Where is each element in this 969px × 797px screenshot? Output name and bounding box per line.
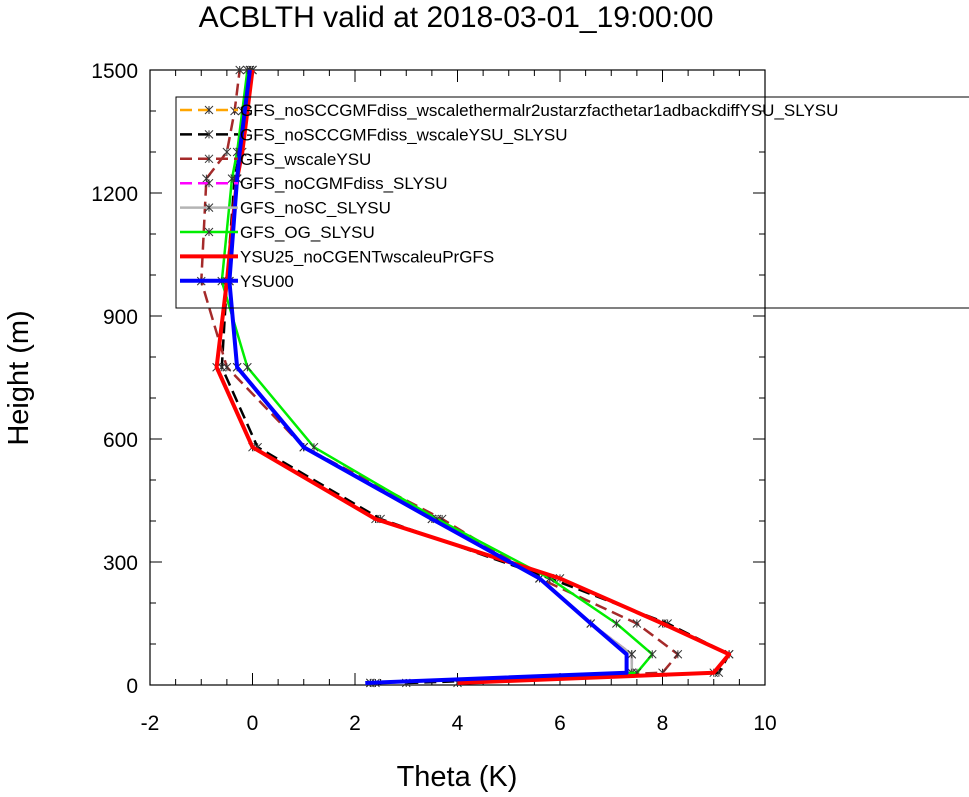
y-tick-label: 900 [103, 306, 138, 329]
series-marker [243, 362, 252, 372]
y-tick-label: 1500 [91, 60, 138, 83]
legend-label: GFS_noSCCGMFdiss_wscalethermalr2ustarzfa… [240, 101, 838, 120]
series-line-6 [214, 69, 732, 685]
series-marker [204, 130, 214, 139]
x-tick-label: 0 [247, 712, 259, 735]
series-marker [222, 147, 232, 157]
series-marker [647, 649, 657, 659]
series-marker [204, 105, 214, 115]
series-marker [222, 362, 232, 372]
series-marker [204, 154, 214, 164]
series-marker [673, 649, 683, 659]
x-tick-label: -2 [141, 712, 160, 735]
chart-title: ACBLTH valid at 2018-03-01_19:00:00 [199, 1, 714, 34]
y-tick-label: 600 [103, 429, 138, 452]
series-marker [612, 619, 621, 628]
legend-label: YSU00 [240, 272, 294, 291]
x-tick-label: 4 [452, 712, 464, 735]
series-marker [204, 178, 214, 188]
legend-label: GFS_noCGMFdiss_SLYSU [240, 174, 448, 193]
legend: GFS_noSCCGMFdiss_wscalethermalr2ustarzfa… [175, 96, 969, 309]
series-line-7 [227, 69, 629, 685]
x-tick-label: 2 [349, 712, 361, 735]
series-marker [235, 65, 245, 75]
y-tick-label: 0 [126, 675, 138, 698]
x-tick-label: 8 [657, 712, 669, 735]
series-marker [204, 203, 214, 212]
x-tick-label: 6 [554, 712, 566, 735]
legend-label: GFS_noSCCGMFdiss_wscaleYSU_SLYSU [240, 125, 568, 144]
y-axis-title: Height (m) [3, 310, 35, 445]
legend-label: GFS_OG_SLYSU [240, 223, 375, 242]
y-tick-label: 1200 [91, 183, 138, 206]
x-tick-label: 10 [753, 712, 776, 735]
series-marker [204, 227, 214, 237]
legend-box [175, 96, 969, 309]
series-marker [227, 174, 237, 184]
legend-label: YSU25_noCGENTwscaleuPrGFS [240, 247, 494, 266]
legend-label: GFS_noSC_SLYSU [240, 199, 391, 218]
x-axis-title: Theta (K) [397, 761, 518, 793]
series-marker [627, 649, 637, 659]
y-tick-label: 300 [103, 552, 138, 575]
legend-label: GFS_wscaleYSU [240, 150, 371, 169]
series-marker [632, 619, 642, 628]
plot-area [196, 65, 734, 688]
